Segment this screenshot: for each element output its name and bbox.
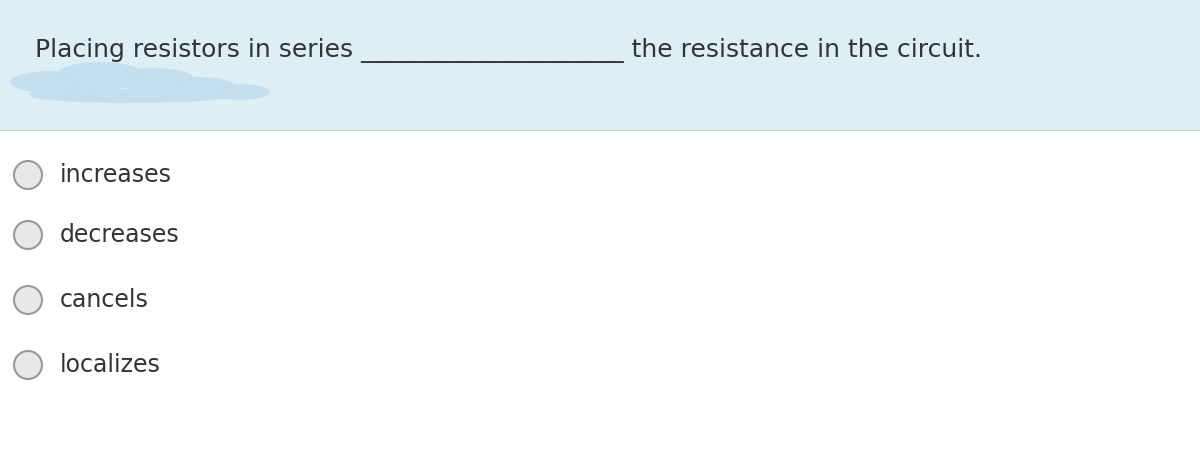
Text: decreases: decreases bbox=[60, 223, 180, 247]
Circle shape bbox=[14, 286, 42, 314]
Ellipse shape bbox=[55, 62, 145, 90]
Ellipse shape bbox=[115, 68, 194, 92]
Ellipse shape bbox=[10, 71, 90, 93]
Text: Placing resistors in series _____________________ the resistance in the circuit.: Placing resistors in series ____________… bbox=[35, 38, 982, 63]
Text: localizes: localizes bbox=[60, 353, 161, 377]
Ellipse shape bbox=[30, 88, 130, 100]
Circle shape bbox=[14, 161, 42, 189]
Circle shape bbox=[14, 221, 42, 249]
Text: cancels: cancels bbox=[60, 288, 149, 312]
Circle shape bbox=[14, 351, 42, 379]
Ellipse shape bbox=[30, 89, 230, 103]
Ellipse shape bbox=[210, 84, 270, 100]
FancyBboxPatch shape bbox=[0, 0, 1200, 130]
Ellipse shape bbox=[166, 77, 235, 95]
Text: increases: increases bbox=[60, 163, 172, 187]
